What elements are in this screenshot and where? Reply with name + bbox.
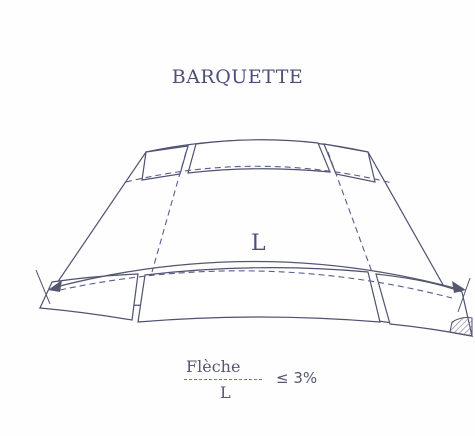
bottom-left-panel [39,273,139,321]
length-label: L [251,231,266,256]
top-center-panel [187,139,331,174]
formula-relation: ≤ 3% [276,369,318,387]
right-extension-line [457,277,471,313]
hatched-corner [449,317,473,337]
dashed-inner-bottom [59,270,453,299]
top-left-panel [141,145,189,181]
left-arrowhead [48,280,62,292]
dashed-inner-top [125,165,393,184]
deflection-formula: Flèche L ≤ 3% [184,357,344,409]
bottom-center-panel [137,267,381,323]
formula-numerator: Flèche [186,357,241,376]
dashed-inner-left [151,151,187,273]
length-arc [51,260,463,291]
left-extension-line [35,269,51,305]
right-arrowhead [452,281,466,293]
diagram-title: BARQUETTE [171,66,304,88]
fraction-line [184,379,262,380]
dashed-inner-right [327,151,373,273]
formula-denominator: L [220,383,231,402]
